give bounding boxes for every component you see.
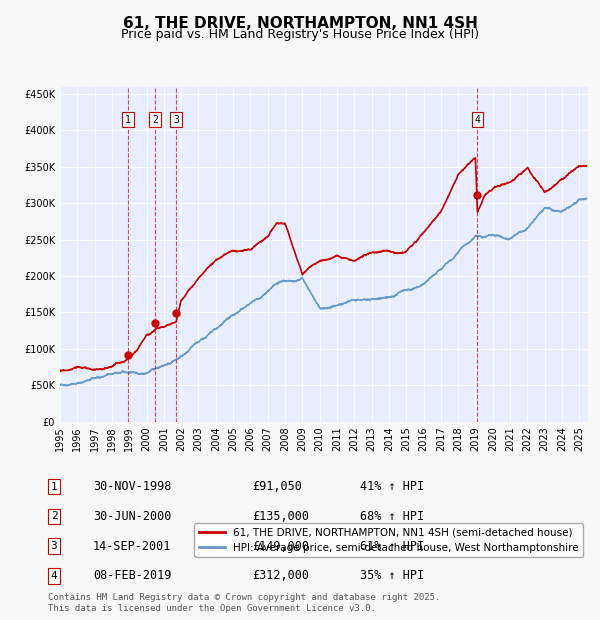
Text: 3: 3 [50,541,58,551]
Legend: 61, THE DRIVE, NORTHAMPTON, NN1 4SH (semi-detached house), HPI: Average price, s: 61, THE DRIVE, NORTHAMPTON, NN1 4SH (sem… [194,523,583,557]
Text: 30-JUN-2000: 30-JUN-2000 [93,510,172,523]
Text: 14-SEP-2001: 14-SEP-2001 [93,540,172,552]
Text: Price paid vs. HM Land Registry's House Price Index (HPI): Price paid vs. HM Land Registry's House … [121,28,479,41]
Text: £91,050: £91,050 [252,480,302,493]
Text: 35% ↑ HPI: 35% ↑ HPI [360,570,424,582]
Text: Contains HM Land Registry data © Crown copyright and database right 2025.
This d: Contains HM Land Registry data © Crown c… [48,593,440,613]
Text: 4: 4 [50,571,58,581]
Text: £135,000: £135,000 [252,510,309,523]
Text: 61% ↑ HPI: 61% ↑ HPI [360,540,424,552]
Text: 08-FEB-2019: 08-FEB-2019 [93,570,172,582]
Text: £312,000: £312,000 [252,570,309,582]
Text: £149,000: £149,000 [252,540,309,552]
Text: 41% ↑ HPI: 41% ↑ HPI [360,480,424,493]
Text: 2: 2 [152,115,158,125]
Text: 61, THE DRIVE, NORTHAMPTON, NN1 4SH: 61, THE DRIVE, NORTHAMPTON, NN1 4SH [122,16,478,30]
Text: 1: 1 [125,115,131,125]
Text: 68% ↑ HPI: 68% ↑ HPI [360,510,424,523]
Text: 2: 2 [50,512,58,521]
Text: 3: 3 [173,115,179,125]
Text: 4: 4 [475,115,481,125]
Text: 30-NOV-1998: 30-NOV-1998 [93,480,172,493]
Text: 1: 1 [50,482,58,492]
